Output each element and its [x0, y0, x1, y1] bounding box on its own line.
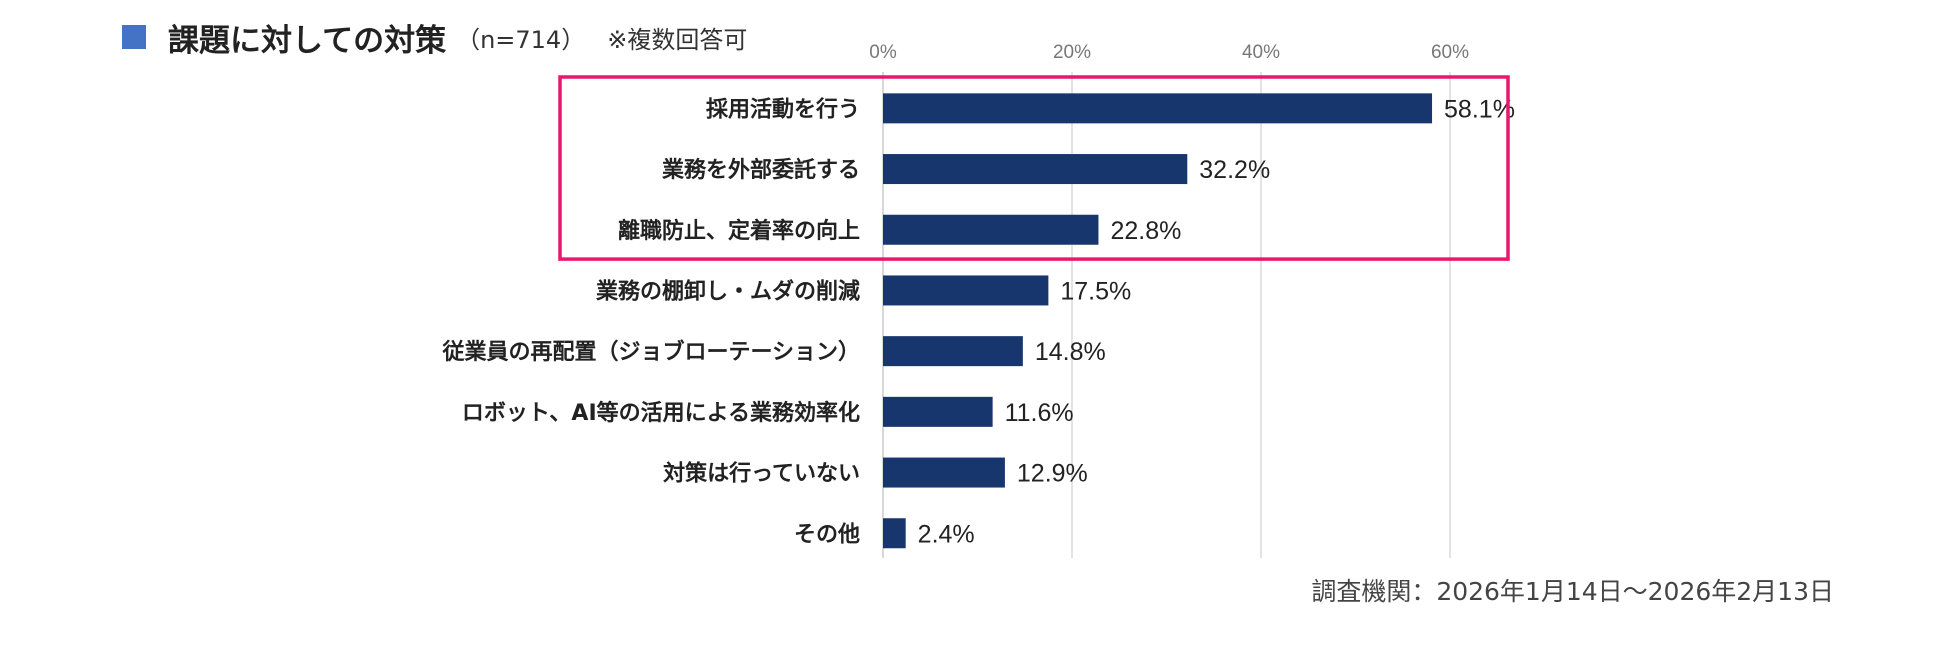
title-square-icon [122, 25, 146, 49]
value-label: 2.4% [918, 520, 975, 548]
multiple-answers-note: ※複数回答可 [607, 25, 748, 54]
category-label: 業務を外部委託する [662, 157, 860, 183]
x-tick-label: 60% [1431, 42, 1469, 63]
category-label: 業務の棚卸し・ムダの削減 [596, 278, 860, 304]
x-tick-label: 40% [1242, 42, 1280, 63]
value-label: 22.8% [1110, 217, 1181, 245]
sample-size: （n=714） [456, 25, 586, 54]
value-label: 11.6% [1005, 399, 1074, 427]
highlight-box [558, 75, 1510, 261]
category-label: 離職防止、定着率の向上 [618, 218, 860, 244]
value-label: 14.8% [1035, 338, 1106, 366]
value-label: 12.9% [1017, 460, 1088, 488]
bar [883, 518, 906, 549]
category-label: 対策は行っていない [663, 461, 860, 487]
bar [883, 214, 1099, 245]
x-tick-label: 0% [869, 42, 897, 63]
category-label: その他 [794, 522, 860, 547]
value-label: 58.1% [1444, 95, 1515, 123]
bar [883, 336, 1023, 367]
survey-period: 調査機関：2026年1月14日～2026年2月13日 [1311, 577, 1834, 606]
category-label: ロボット、AI等の活用による業務効率化 [462, 400, 860, 426]
value-label: 17.5% [1060, 277, 1131, 305]
bar [883, 93, 1433, 124]
chart-title-row: 課題に対しての対策 （n=714） ※複数回答可 [122, 12, 747, 62]
chart-title: 課題に対しての対策 [168, 22, 447, 59]
bar [883, 457, 1005, 488]
category-label: 採用活動を行う [706, 96, 860, 122]
value-label: 32.2% [1199, 156, 1270, 184]
x-tick-label: 20% [1053, 42, 1091, 63]
bar [883, 154, 1188, 185]
category-label: 従業員の再配置（ジョブローテーション） [441, 339, 860, 365]
bar [883, 275, 1049, 306]
bar [883, 396, 993, 427]
